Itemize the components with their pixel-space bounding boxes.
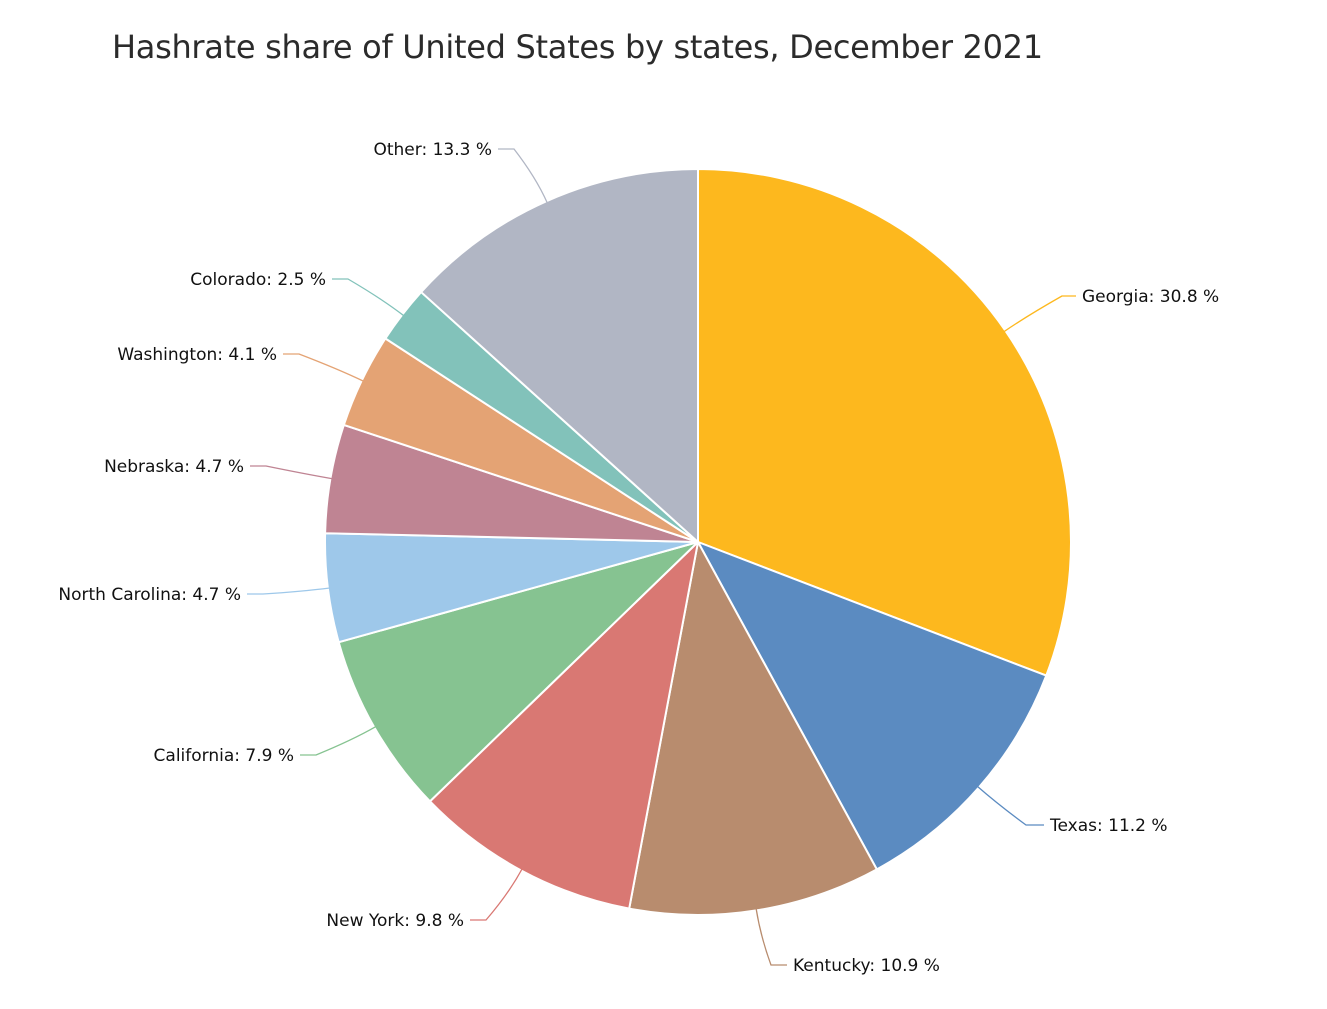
slice-labels: Georgia: 30.8 % Texas: 11.2 % Kentucky: 10… bbox=[58, 140, 1219, 976]
label-connector-texas bbox=[976, 785, 1044, 826]
label-connector-kentucky bbox=[755, 908, 787, 966]
slice-label-georgia: Georgia: 30.8 % bbox=[1082, 287, 1219, 307]
label-connector-california bbox=[300, 725, 377, 756]
label-connector-other bbox=[498, 148, 548, 204]
label-connector-nebraska bbox=[250, 465, 333, 480]
label-connectors bbox=[247, 148, 1076, 966]
slice-label-north-carolina: North Carolina: 4.7 % bbox=[58, 585, 241, 605]
label-connector-north-carolina bbox=[247, 587, 330, 595]
slice-label-nebraska: Nebraska: 4.7 % bbox=[104, 457, 244, 477]
label-connector-new-york bbox=[470, 868, 523, 921]
slice-label-washington: Washington: 4.1 % bbox=[117, 345, 277, 365]
label-connector-georgia bbox=[1003, 295, 1076, 333]
slice-label-kentucky: Kentucky: 10.9 % bbox=[793, 956, 940, 976]
chart-title: Hashrate share of United States by state… bbox=[112, 28, 1043, 66]
slice-label-california: California: 7.9 % bbox=[154, 746, 294, 766]
label-connector-washington bbox=[283, 353, 364, 382]
label-connector-colorado bbox=[332, 278, 405, 317]
slice-label-other: Other: 13.3 % bbox=[373, 140, 492, 160]
slice-label-colorado: Colorado: 2.5 % bbox=[190, 270, 326, 290]
slice-label-new-york: New York: 9.8 % bbox=[326, 911, 464, 931]
pie-slices bbox=[324, 168, 1072, 916]
slice-label-texas: Texas: 11.2 % bbox=[1049, 816, 1168, 836]
